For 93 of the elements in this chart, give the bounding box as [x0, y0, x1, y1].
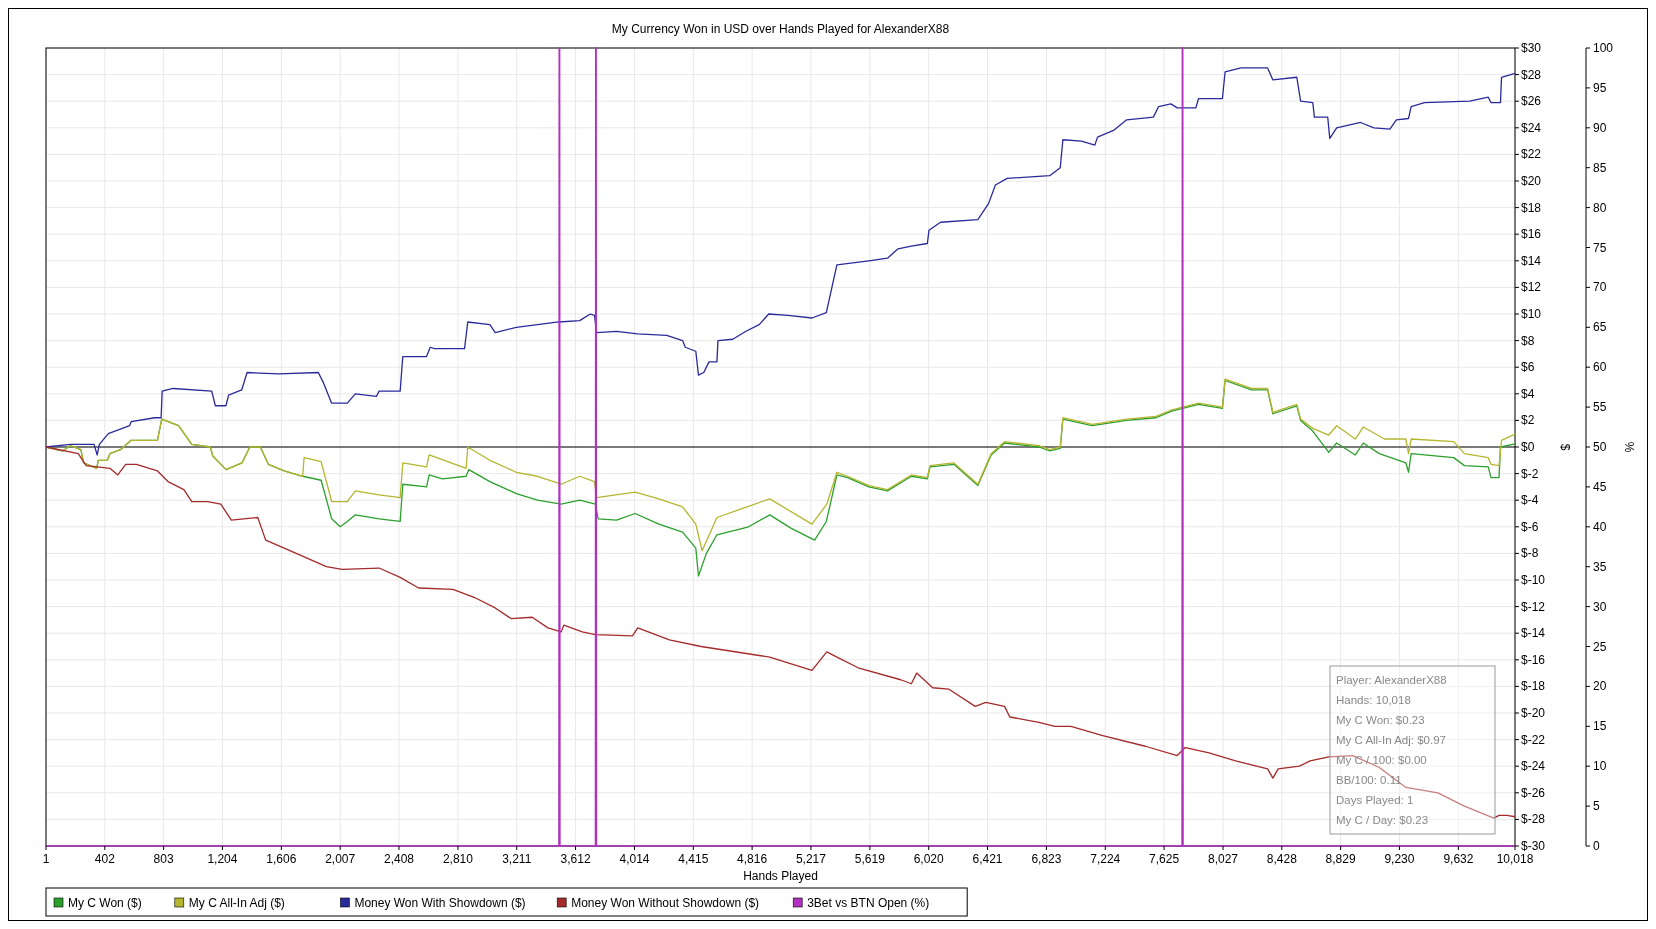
legend-label: 3Bet vs BTN Open (%) — [807, 896, 930, 910]
y-tick-label: $-2 — [1521, 466, 1539, 481]
legend-label: My C Won ($) — [68, 896, 142, 910]
y2-tick-label: 15 — [1593, 719, 1607, 734]
y2-tick-label: 60 — [1593, 360, 1607, 375]
legend-label: My C All-In Adj ($) — [188, 896, 285, 910]
x-tick-label: 803 — [153, 852, 174, 866]
y2-tick-label: 100 — [1593, 41, 1614, 55]
annotation: My C / Day: $0.23 — [1336, 814, 1429, 826]
y-tick-label: $-30 — [1521, 839, 1546, 853]
annotation: Hands: 10,018 — [1336, 694, 1411, 706]
x-tick-label: 1,204 — [207, 852, 238, 866]
annotation: Days Played: 1 — [1336, 794, 1414, 806]
x-tick-label: 8,027 — [1208, 852, 1239, 866]
y2-tick-label: 65 — [1593, 320, 1607, 335]
x-tick-label: 7,625 — [1149, 852, 1180, 866]
x-tick-label: 4,816 — [737, 852, 768, 866]
x-tick-label: 1 — [42, 852, 50, 866]
x-tick-label: 8,829 — [1325, 852, 1356, 866]
y-tick-label: $-26 — [1521, 785, 1546, 800]
y2-tick-label: 40 — [1593, 519, 1607, 534]
x-tick-label: 3,211 — [502, 852, 532, 866]
annotation: My C All-In Adj: $0.97 — [1336, 734, 1446, 746]
y-tick-label: $-24 — [1521, 759, 1546, 774]
y-tick-label: $-16 — [1521, 652, 1546, 667]
y2-tick-label: 70 — [1593, 280, 1607, 295]
y2-tick-label: 25 — [1593, 639, 1607, 654]
y2-tick-label: 45 — [1593, 479, 1607, 494]
y-tick-label: $-4 — [1521, 493, 1539, 508]
x-tick-label: 6,823 — [1031, 852, 1062, 866]
y-tick-label: $0 — [1521, 440, 1535, 454]
x-tick-label: 6,421 — [972, 852, 1003, 866]
x-tick-label: 3,612 — [560, 852, 591, 866]
chart-title: My Currency Won in USD over Hands Played for AlexanderX88 — [611, 22, 950, 36]
y-tick-label: $24 — [1521, 120, 1542, 135]
x-tick-label: 7,224 — [1090, 852, 1121, 866]
x-tick-label: 5,217 — [795, 852, 827, 866]
y2-tick-label: 50 — [1593, 440, 1607, 454]
x-tick-label: 4,014 — [619, 852, 650, 866]
x-tick-label: 9,632 — [1443, 852, 1474, 866]
y-tick-label: $-22 — [1521, 732, 1546, 747]
y2-tick-label: 85 — [1593, 160, 1607, 175]
y-tick-label: $12 — [1521, 280, 1542, 295]
y2-tick-label: 55 — [1593, 400, 1607, 415]
y-axis-title: $ — [1558, 443, 1572, 451]
y2-tick-label: 95 — [1593, 80, 1607, 95]
x-axis-title: Hands Played — [743, 869, 818, 883]
y-tick-label: $-8 — [1521, 546, 1539, 561]
y-tick-label: $14 — [1521, 253, 1542, 268]
x-tick-label: 8,428 — [1266, 852, 1298, 866]
y-tick-label: $-20 — [1521, 706, 1546, 720]
y2-tick-label: 80 — [1593, 200, 1607, 215]
x-tick-label: 9,230 — [1384, 852, 1415, 866]
y2-tick-label: 30 — [1593, 599, 1607, 614]
y-tick-label: $-6 — [1521, 519, 1539, 534]
x-tick-label: 5,619 — [854, 852, 886, 866]
y2-tick-label: 10 — [1593, 759, 1607, 774]
x-tick-label: 4,415 — [678, 852, 709, 866]
x-tick-label: 2,408 — [383, 852, 415, 866]
y-tick-label: $-28 — [1521, 812, 1546, 827]
x-tick-label: 2,810 — [442, 852, 474, 866]
y-tick-label: $20 — [1521, 174, 1542, 188]
annotation: My C Won: $0.23 — [1336, 714, 1425, 726]
y-tick-label: $-10 — [1521, 573, 1546, 587]
y-tick-label: $10 — [1521, 307, 1542, 321]
y-tick-label: $6 — [1521, 360, 1535, 375]
y-tick-label: $30 — [1521, 41, 1542, 55]
x-tick-label: 2,007 — [325, 852, 356, 866]
y-tick-label: $28 — [1521, 67, 1542, 82]
y-tick-label: $-12 — [1521, 599, 1546, 614]
x-tick-label: 10,018 — [1496, 852, 1534, 866]
legend-label: Money Won Without Showdown ($) — [571, 896, 760, 910]
y-tick-label: $18 — [1521, 200, 1542, 215]
y-tick-label: $2 — [1521, 413, 1535, 428]
y2-tick-label: 20 — [1593, 679, 1607, 694]
y-tick-label: $22 — [1521, 147, 1542, 162]
y-tick-label: $-18 — [1521, 679, 1546, 694]
y-tick-label: $4 — [1521, 386, 1535, 401]
x-tick-label: 402 — [94, 852, 116, 866]
y2-axis-title: % — [1622, 441, 1636, 453]
x-tick-label: 6,020 — [913, 852, 945, 866]
y2-tick-label: 5 — [1593, 799, 1600, 814]
y-tick-label: $26 — [1521, 94, 1542, 109]
x-tick-label: 1,606 — [266, 852, 297, 866]
annotation: Player: AlexanderX88 — [1336, 674, 1447, 686]
y2-tick-label: 90 — [1593, 120, 1607, 135]
legend-label: Money Won With Showdown ($) — [354, 896, 526, 910]
y-tick-label: $-14 — [1521, 626, 1546, 641]
y2-tick-label: 0 — [1593, 839, 1600, 853]
y-tick-label: $8 — [1521, 333, 1535, 348]
y-tick-label: $16 — [1521, 227, 1542, 242]
y2-tick-label: 75 — [1593, 240, 1607, 255]
y2-tick-label: 35 — [1593, 559, 1607, 574]
